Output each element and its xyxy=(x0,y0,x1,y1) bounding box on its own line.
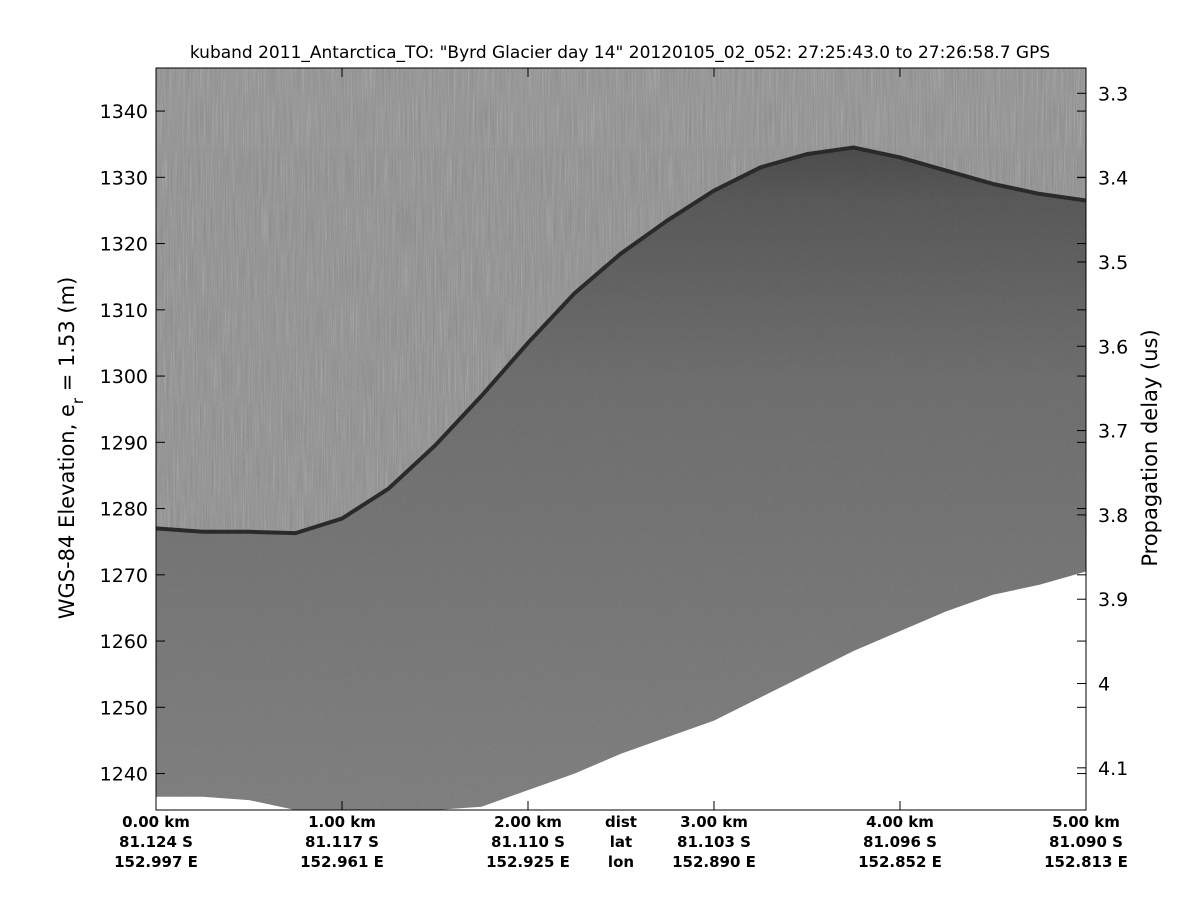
left-axis-ticks: 1340 1330 1320 1310 1300 1290 1280 1270 1260 1250… xyxy=(100,101,1086,786)
right-tick-label: 3.9 xyxy=(1098,589,1128,611)
right-tick-label: 4 xyxy=(1098,674,1110,696)
x-tick-label-dist: 1.00 km xyxy=(308,813,376,831)
no-data-region xyxy=(156,571,1086,810)
left-tick-label: 1340 xyxy=(100,101,148,123)
x-row-label-lon: lon xyxy=(608,853,634,871)
right-tick-label: 3.8 xyxy=(1098,505,1128,527)
left-tick-label: 1240 xyxy=(100,764,148,786)
x-tick-label-lat: 81.103 S xyxy=(677,833,751,851)
x-tick-label-lon: 152.925 E xyxy=(486,853,570,871)
x-row-label-lat: lat xyxy=(610,833,632,851)
chart-title: kuband 2011_Antarctica_TO: "Byrd Glacier… xyxy=(190,43,1050,63)
x-row-label-dist: dist xyxy=(605,813,637,831)
echogram-subsurface-noise xyxy=(156,147,1086,810)
left-tick-label: 1290 xyxy=(100,432,148,454)
x-tick-label-lon: 152.997 E xyxy=(114,853,198,871)
right-tick-label: 3.4 xyxy=(1098,168,1128,190)
x-tick-label-dist: 0.00 km xyxy=(122,813,190,831)
y-axis-label: WGS-84 Elevation, er = 1.53 (m) xyxy=(55,277,87,620)
left-tick-label: 1260 xyxy=(100,631,148,653)
right-tick-label: 3.6 xyxy=(1098,336,1128,358)
left-tick-label: 1300 xyxy=(100,366,148,388)
left-tick-label: 1330 xyxy=(100,167,148,189)
x-tick-label-lon: 152.890 E xyxy=(672,853,756,871)
x-tick-label-dist: 4.00 km xyxy=(866,813,934,831)
left-tick-label: 1270 xyxy=(100,565,148,587)
right-tick-label: 3.3 xyxy=(1098,83,1128,105)
right-tick-label: 3.5 xyxy=(1098,252,1128,274)
x-tick-label-lat: 81.124 S xyxy=(119,833,193,851)
y2-axis-label: Propagation delay (us) xyxy=(1138,329,1162,566)
right-tick-label: 3.7 xyxy=(1098,421,1128,443)
left-tick-label: 1250 xyxy=(100,697,148,719)
x-tick-label-lon: 152.852 E xyxy=(858,853,942,871)
left-tick-label: 1280 xyxy=(100,499,148,521)
right-axis-ticks: 3.3 3.4 3.5 3.6 3.7 3.8 3.9 4 4.1 xyxy=(1077,83,1128,780)
x-tick-label-dist: 5.00 km xyxy=(1052,813,1120,831)
x-axis-ticks: 0.00 km 81.124 S 152.997 E 1.00 km 81.117 S 1… xyxy=(114,68,1128,871)
x-tick-label-dist: 2.00 km xyxy=(494,813,562,831)
radar-echogram-image xyxy=(156,68,1086,810)
x-tick-label-lat: 81.110 S xyxy=(491,833,565,851)
right-tick-label: 4.1 xyxy=(1098,758,1128,780)
x-tick-label-lon: 152.961 E xyxy=(300,853,384,871)
x-tick-label-lat: 81.090 S xyxy=(1049,833,1123,851)
surface-return-line xyxy=(156,145,1086,536)
plot-axes-box xyxy=(155,67,1087,811)
x-tick-label-lat: 81.096 S xyxy=(863,833,937,851)
x-tick-label-dist: 3.00 km xyxy=(680,813,748,831)
left-tick-label: 1320 xyxy=(100,234,148,256)
x-tick-label-lat: 81.117 S xyxy=(305,833,379,851)
left-tick-label: 1310 xyxy=(100,300,148,322)
x-tick-label-lon: 152.813 E xyxy=(1044,853,1128,871)
